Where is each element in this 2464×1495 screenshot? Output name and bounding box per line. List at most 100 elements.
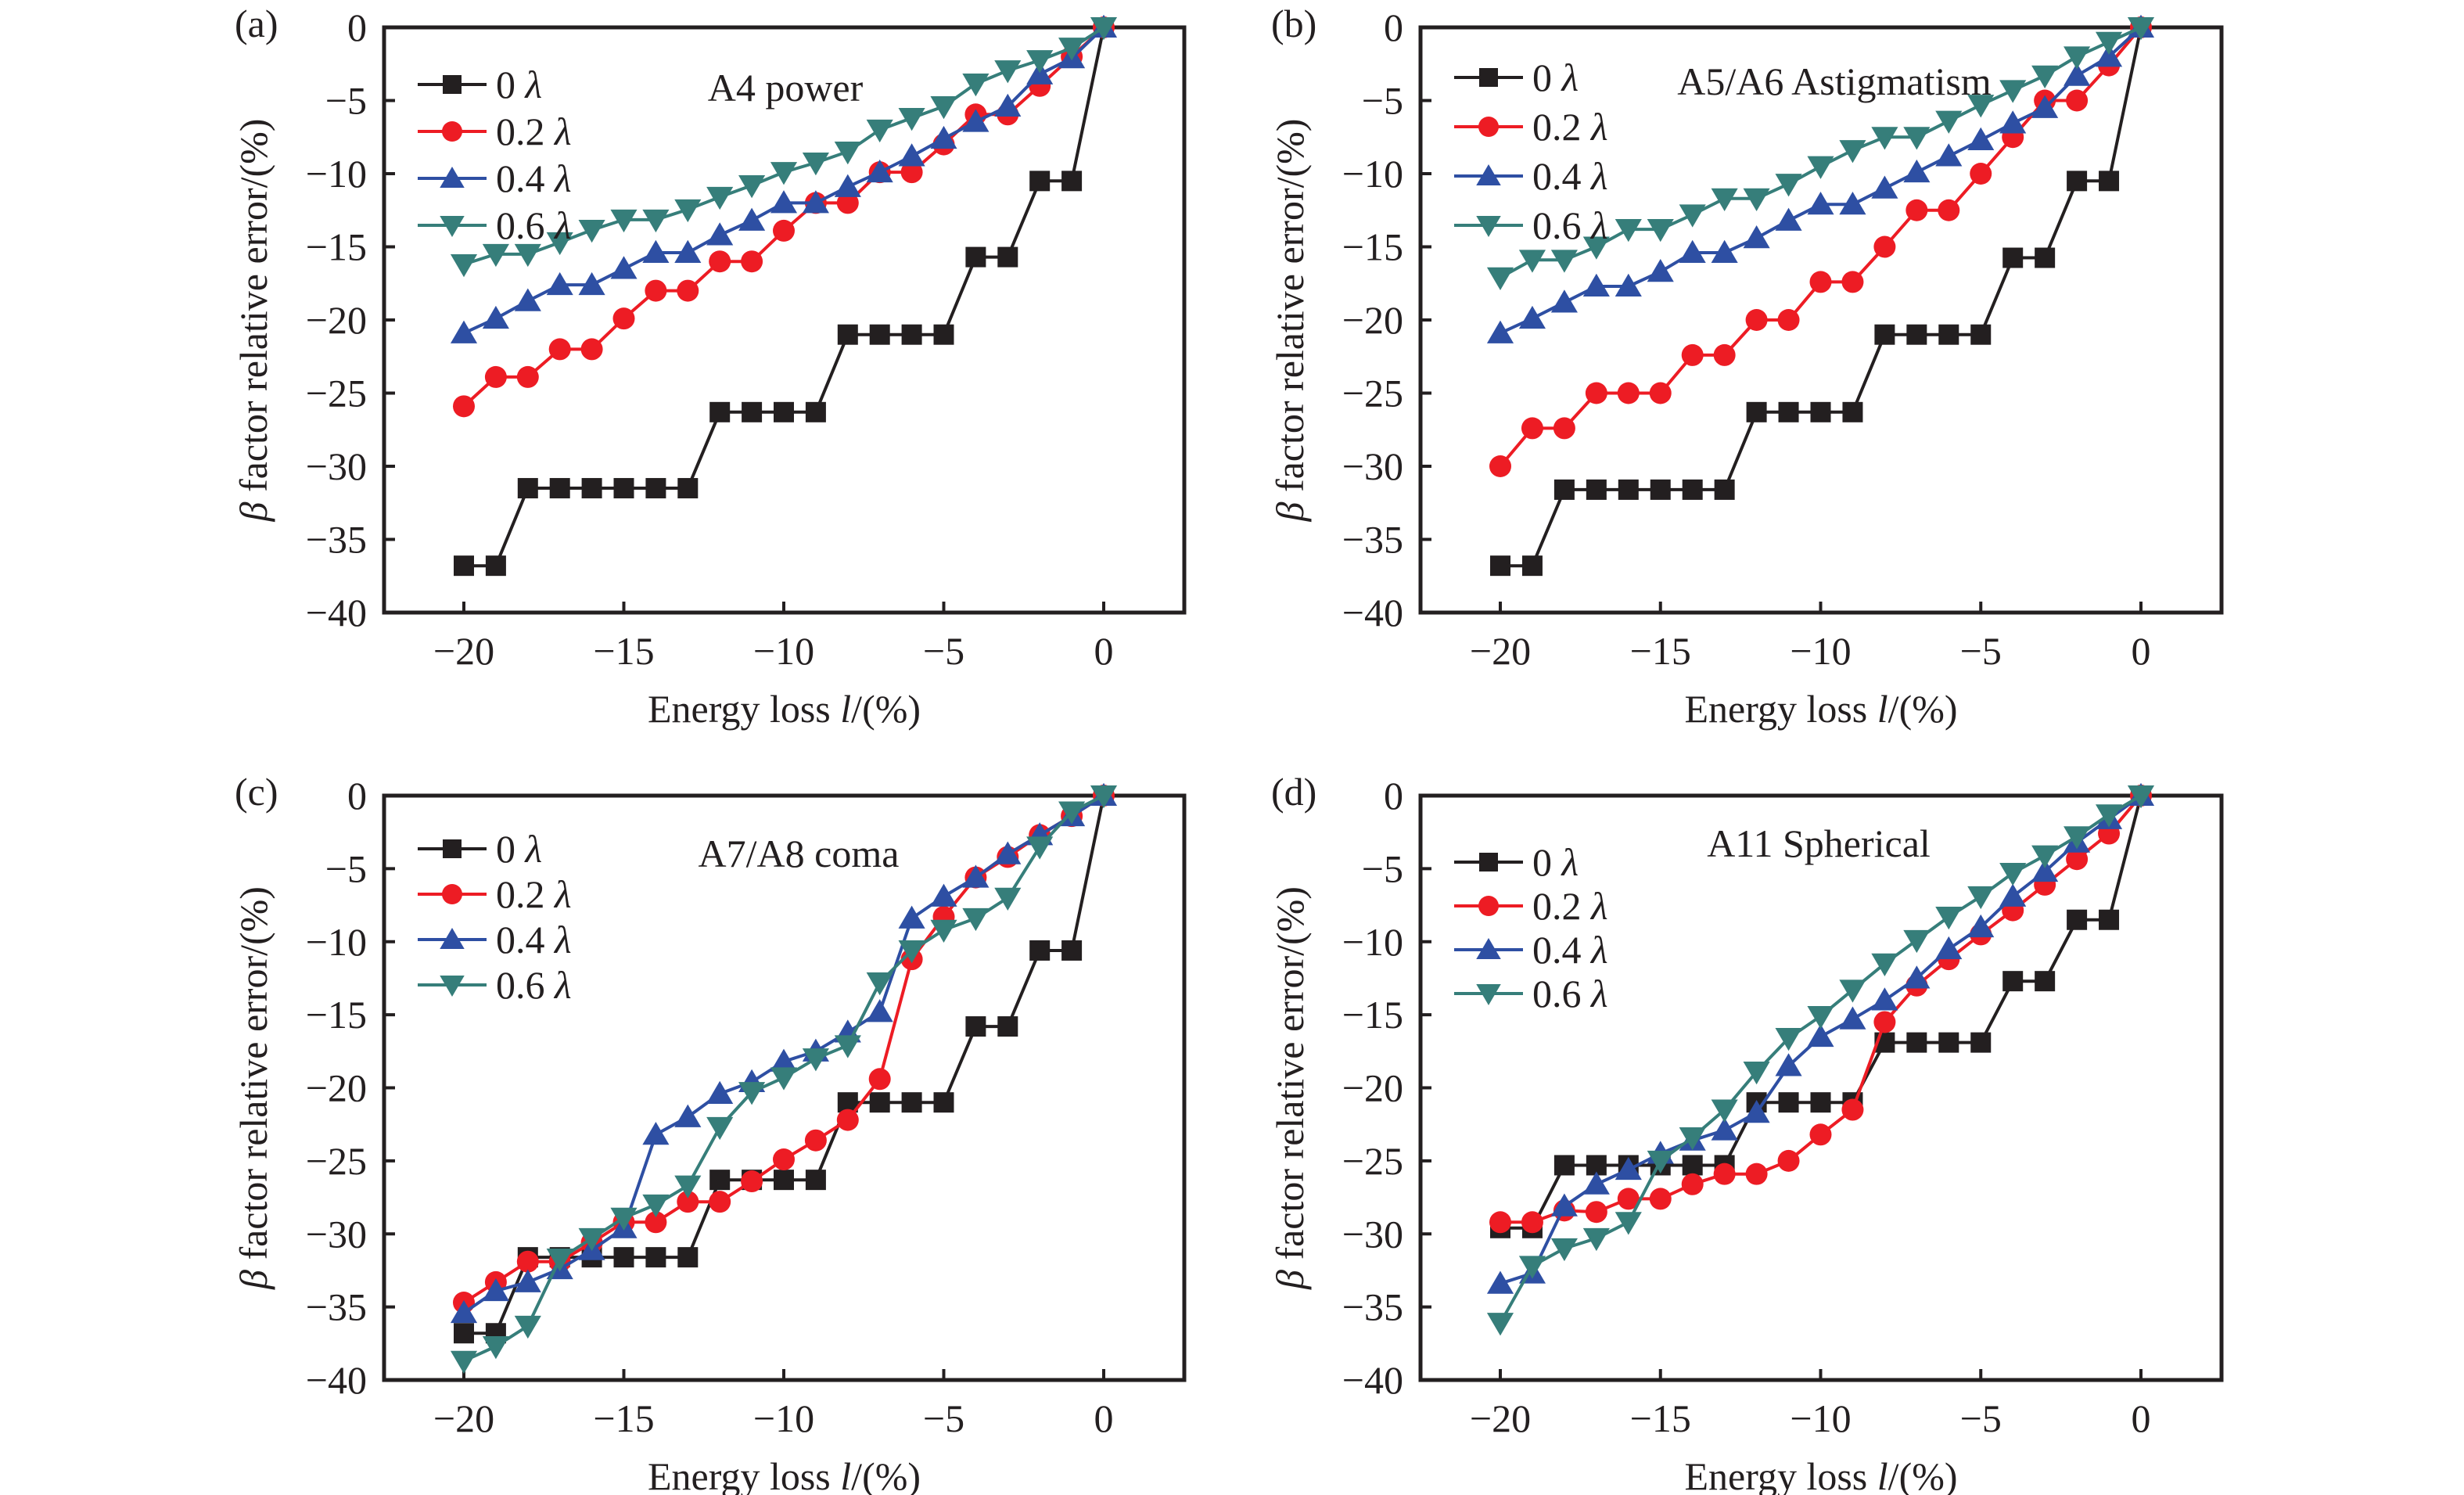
data-point <box>1029 171 1051 192</box>
legend-marker <box>440 976 465 997</box>
data-point <box>1550 1193 1578 1216</box>
data-point <box>1807 192 1834 215</box>
data-point <box>1711 1099 1738 1123</box>
data-point <box>1649 382 1672 404</box>
data-point <box>1518 250 1546 273</box>
data-point <box>1489 455 1511 477</box>
data-point <box>1935 110 1963 134</box>
legend-label: 0.2 λ <box>496 110 572 153</box>
data-point <box>453 395 475 418</box>
data-point <box>1486 1313 1514 1336</box>
data-point <box>1679 204 1706 228</box>
panel-label: (b) <box>1271 2 1316 45</box>
data-point <box>2066 848 2089 871</box>
data-point <box>1999 862 2027 886</box>
legend-marker <box>440 928 465 949</box>
chart-panel-d: (d) 0 −5 −10 −15 −20 −25 −30 −35 −40 −20 −15 −10 −5 0 E… <box>1268 770 2224 1495</box>
y-tick-label: −25 <box>1342 372 1403 415</box>
y-tick-label: −20 <box>306 1066 367 1110</box>
data-point <box>642 209 670 233</box>
data-point <box>1999 883 2027 907</box>
data-point <box>578 271 605 296</box>
data-point <box>1711 1117 1738 1141</box>
data-point <box>1521 555 1543 577</box>
data-point <box>2035 247 2056 268</box>
legend-item: 0.4 λ <box>418 918 572 961</box>
data-point <box>1026 836 1054 860</box>
legend-item: 0 λ <box>418 63 542 106</box>
data-point <box>1903 965 1931 989</box>
data-point <box>738 207 766 231</box>
legend-marker <box>1479 68 1498 87</box>
data-point <box>1713 343 1736 366</box>
data-point <box>1615 1212 1642 1235</box>
data-point <box>770 190 798 214</box>
data-point <box>610 256 638 279</box>
data-point <box>898 107 925 131</box>
data-point <box>709 250 731 273</box>
data-point <box>1777 1149 1800 1172</box>
legend-item: 0.6 λ <box>1454 203 1608 247</box>
data-point <box>1090 17 1118 41</box>
data-point <box>1935 143 1963 167</box>
data-point <box>774 1170 794 1191</box>
data-point <box>482 243 509 268</box>
data-point <box>1839 140 1866 164</box>
data-point <box>1585 382 1607 404</box>
data-point <box>738 174 766 199</box>
x-tick-label: −5 <box>1960 1396 2002 1440</box>
data-point <box>1745 309 1768 331</box>
y-tick-label: −30 <box>306 1212 367 1256</box>
data-point <box>1679 1127 1706 1151</box>
chart-title: A5/A6 Astigmatism <box>1677 59 1992 103</box>
data-point <box>1647 1150 1674 1174</box>
data-point <box>774 401 794 422</box>
y-tick-label: 0 <box>1384 774 1403 818</box>
legend-label: 0.4 λ <box>496 918 572 961</box>
data-point <box>1486 320 1514 343</box>
data-point <box>642 1194 670 1218</box>
legend-label: 0 λ <box>1532 840 1579 884</box>
data-point <box>549 478 570 499</box>
data-point <box>866 119 893 143</box>
legend-marker <box>443 839 462 858</box>
y-tick-label: −15 <box>306 993 367 1037</box>
data-point <box>1681 343 1704 366</box>
legend-label: 0.6 λ <box>496 963 572 1007</box>
data-point <box>1090 785 1118 809</box>
data-point <box>706 1116 734 1141</box>
data-point <box>1550 1238 1578 1262</box>
data-point <box>1647 219 1674 243</box>
data-point <box>1967 95 1995 118</box>
data-point <box>677 478 699 499</box>
data-point <box>866 972 893 996</box>
data-point <box>2064 63 2091 86</box>
legend: 0 λ0.2 λ0.4 λ0.6 λ <box>1454 840 1608 1015</box>
data-point <box>834 141 861 165</box>
legend-marker <box>1476 216 1501 237</box>
series-0_6-lambda <box>450 17 1118 278</box>
legend-marker <box>1478 896 1499 916</box>
data-point <box>2064 826 2091 850</box>
data-point <box>1810 401 1831 422</box>
data-point <box>836 1109 859 1131</box>
data-point <box>1841 1098 1864 1121</box>
data-point <box>1582 1171 1610 1195</box>
data-point <box>516 365 539 388</box>
legend-item: 0 λ <box>418 827 542 871</box>
legend-item: 0 λ <box>1454 840 1579 884</box>
y-axis-title: β factor relative error/(%) <box>232 119 275 523</box>
legend-marker <box>440 216 465 237</box>
data-point <box>1839 192 1866 215</box>
data-point <box>709 1191 731 1213</box>
data-point <box>1682 1155 1703 1176</box>
data-point <box>645 1247 666 1268</box>
data-point <box>738 1082 766 1105</box>
panel-label: (a) <box>235 2 278 45</box>
y-tick-label: −25 <box>1342 1139 1403 1183</box>
data-point <box>1518 1256 1546 1279</box>
data-point <box>1999 110 2027 134</box>
data-point <box>962 73 990 97</box>
y-axis-title: β factor relative error/(%) <box>1268 119 1312 523</box>
data-point <box>804 1129 827 1152</box>
